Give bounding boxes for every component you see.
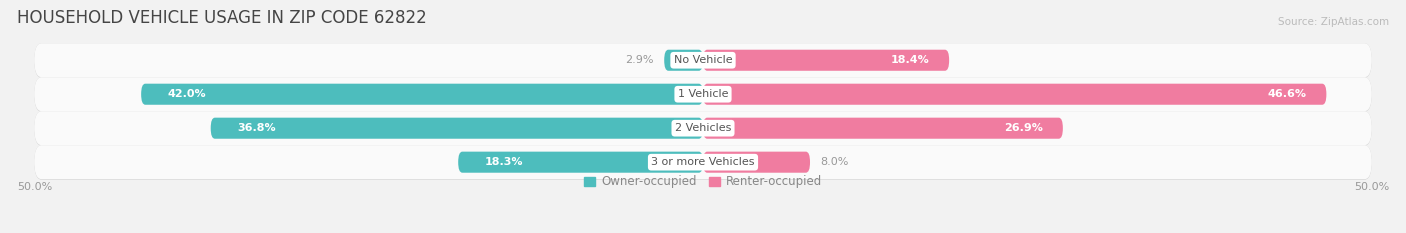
Text: 3 or more Vehicles: 3 or more Vehicles — [651, 157, 755, 167]
Text: 2.9%: 2.9% — [626, 55, 654, 65]
Text: 18.3%: 18.3% — [485, 157, 523, 167]
FancyBboxPatch shape — [34, 111, 1372, 145]
Text: Source: ZipAtlas.com: Source: ZipAtlas.com — [1278, 17, 1389, 27]
FancyBboxPatch shape — [703, 118, 1063, 139]
Text: 1 Vehicle: 1 Vehicle — [678, 89, 728, 99]
FancyBboxPatch shape — [34, 77, 1372, 111]
Text: No Vehicle: No Vehicle — [673, 55, 733, 65]
FancyBboxPatch shape — [703, 152, 810, 173]
Text: 2 Vehicles: 2 Vehicles — [675, 123, 731, 133]
Text: 36.8%: 36.8% — [238, 123, 276, 133]
Text: 18.4%: 18.4% — [890, 55, 929, 65]
FancyBboxPatch shape — [34, 77, 1372, 112]
FancyBboxPatch shape — [34, 145, 1372, 180]
FancyBboxPatch shape — [458, 152, 703, 173]
Text: 46.6%: 46.6% — [1267, 89, 1306, 99]
FancyBboxPatch shape — [34, 43, 1372, 78]
Text: 50.0%: 50.0% — [1354, 182, 1389, 192]
FancyBboxPatch shape — [34, 111, 1372, 146]
FancyBboxPatch shape — [34, 145, 1372, 179]
FancyBboxPatch shape — [703, 84, 1326, 105]
FancyBboxPatch shape — [211, 118, 703, 139]
Text: 50.0%: 50.0% — [17, 182, 52, 192]
Text: HOUSEHOLD VEHICLE USAGE IN ZIP CODE 62822: HOUSEHOLD VEHICLE USAGE IN ZIP CODE 6282… — [17, 9, 426, 27]
FancyBboxPatch shape — [34, 43, 1372, 77]
FancyBboxPatch shape — [141, 84, 703, 105]
Text: 26.9%: 26.9% — [1004, 123, 1043, 133]
FancyBboxPatch shape — [703, 50, 949, 71]
Text: 8.0%: 8.0% — [821, 157, 849, 167]
FancyBboxPatch shape — [664, 50, 703, 71]
Legend: Owner-occupied, Renter-occupied: Owner-occupied, Renter-occupied — [583, 175, 823, 188]
Text: 42.0%: 42.0% — [167, 89, 207, 99]
